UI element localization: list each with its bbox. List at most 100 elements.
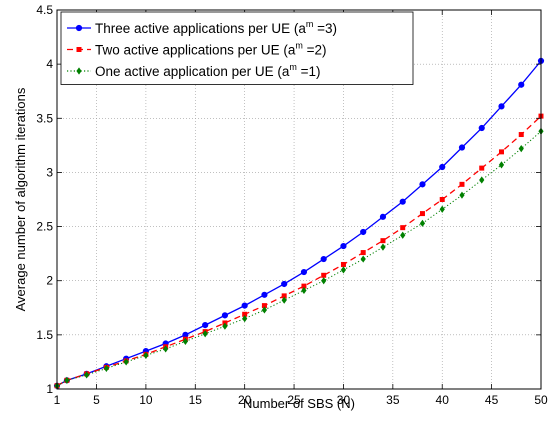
data-point	[261, 306, 268, 314]
data-point	[221, 312, 229, 319]
data-point	[242, 311, 248, 317]
data-point	[400, 225, 406, 231]
data-point	[340, 261, 346, 267]
data-point	[84, 371, 90, 379]
data-point	[439, 205, 445, 213]
data-point	[379, 213, 387, 220]
data-point	[321, 277, 327, 285]
data-point	[518, 81, 525, 88]
data-point	[400, 231, 406, 239]
legend-label-text: One active application per UE (a	[95, 64, 290, 79]
data-point	[281, 293, 287, 299]
y-tick-label: 4	[46, 57, 53, 71]
data-point	[163, 345, 169, 353]
data-point	[261, 291, 268, 298]
data-point	[103, 364, 109, 373]
data-point	[241, 302, 248, 309]
legend-label-superscript: m	[306, 19, 314, 29]
x-tick-label: 35	[386, 393, 400, 407]
legend-marker	[76, 47, 82, 52]
legend-label: One active application per UE (am =1)	[95, 62, 321, 79]
y-tick-label: 2	[46, 274, 53, 288]
x-tick-label: 30	[337, 393, 351, 407]
y-tick-label: 4.5	[36, 3, 53, 17]
data-point	[360, 250, 366, 256]
data-point	[320, 255, 327, 263]
data-point	[498, 149, 504, 155]
data-point	[458, 144, 466, 151]
data-point	[360, 228, 367, 236]
data-point	[182, 331, 189, 338]
data-point	[439, 197, 445, 202]
series-line	[56, 60, 542, 387]
data-point	[399, 198, 406, 205]
data-point	[419, 211, 425, 217]
y-tick-label: 3	[46, 165, 53, 179]
legend-marker	[75, 24, 83, 32]
data-point	[459, 181, 465, 187]
data-point	[518, 132, 524, 138]
data-point	[498, 103, 505, 110]
data-point	[380, 243, 386, 251]
data-point	[123, 358, 129, 366]
x-tick-label: 40	[436, 393, 450, 407]
series-group	[53, 57, 545, 390]
data-point	[498, 161, 505, 169]
x-tick-label: 50	[534, 393, 548, 407]
x-tick-label: 1	[54, 393, 61, 407]
data-point	[222, 322, 228, 330]
x-tick-label: 20	[238, 393, 252, 407]
legend-label: Two active applications per UE (am =2)	[95, 41, 327, 58]
legend-box	[60, 11, 414, 85]
data-point	[459, 191, 465, 199]
data-point	[321, 272, 327, 278]
x-tick-label: 45	[485, 393, 499, 407]
data-point	[518, 145, 524, 153]
data-point	[360, 255, 366, 263]
y-tick-label: 2.5	[36, 220, 53, 234]
data-point	[439, 163, 446, 171]
y-tick-label: 3.5	[36, 111, 53, 125]
y-tick-label: 1	[46, 382, 53, 396]
data-point	[242, 315, 248, 323]
legend-label-superscript: m	[295, 41, 303, 51]
series-line	[56, 115, 542, 387]
data-point	[301, 283, 307, 289]
legend-label-superscript: m	[289, 62, 297, 72]
plot-frame	[56, 9, 542, 390]
data-point	[479, 165, 485, 171]
y-axis-label: Average number of algorithm iterations	[13, 87, 28, 311]
data-point	[64, 376, 70, 384]
legend-label: Three active applications per UE (am =3)	[95, 19, 337, 36]
legend-label-text: Two active applications per UE (a	[95, 43, 296, 58]
data-point	[202, 330, 208, 338]
data-point	[340, 266, 347, 274]
data-point	[202, 322, 209, 329]
data-point	[300, 268, 308, 276]
data-point	[143, 351, 149, 360]
data-point	[281, 296, 287, 304]
x-tick-label: 10	[139, 393, 153, 407]
x-tick-label: 15	[189, 393, 203, 407]
legend-marker	[76, 67, 82, 75]
data-point	[419, 181, 426, 188]
data-point	[478, 124, 485, 132]
x-tick-label: 5	[93, 393, 100, 407]
series-line	[56, 130, 542, 387]
data-point	[380, 238, 386, 244]
legend-label-suffix: =1)	[297, 64, 321, 79]
x-tick-label: 25	[287, 393, 301, 407]
y-tick-label: 1.5	[36, 328, 53, 342]
data-point	[281, 280, 288, 288]
data-point	[182, 337, 189, 345]
x-axis-label: Number of SBS (N)	[243, 396, 355, 411]
data-point	[419, 219, 426, 227]
data-point	[261, 303, 267, 309]
data-point	[301, 286, 307, 295]
legend-label-suffix: =3)	[313, 21, 337, 36]
data-point	[479, 176, 485, 184]
series-3	[54, 127, 544, 390]
legend-label-text: Three active applications per UE (a	[95, 21, 306, 36]
